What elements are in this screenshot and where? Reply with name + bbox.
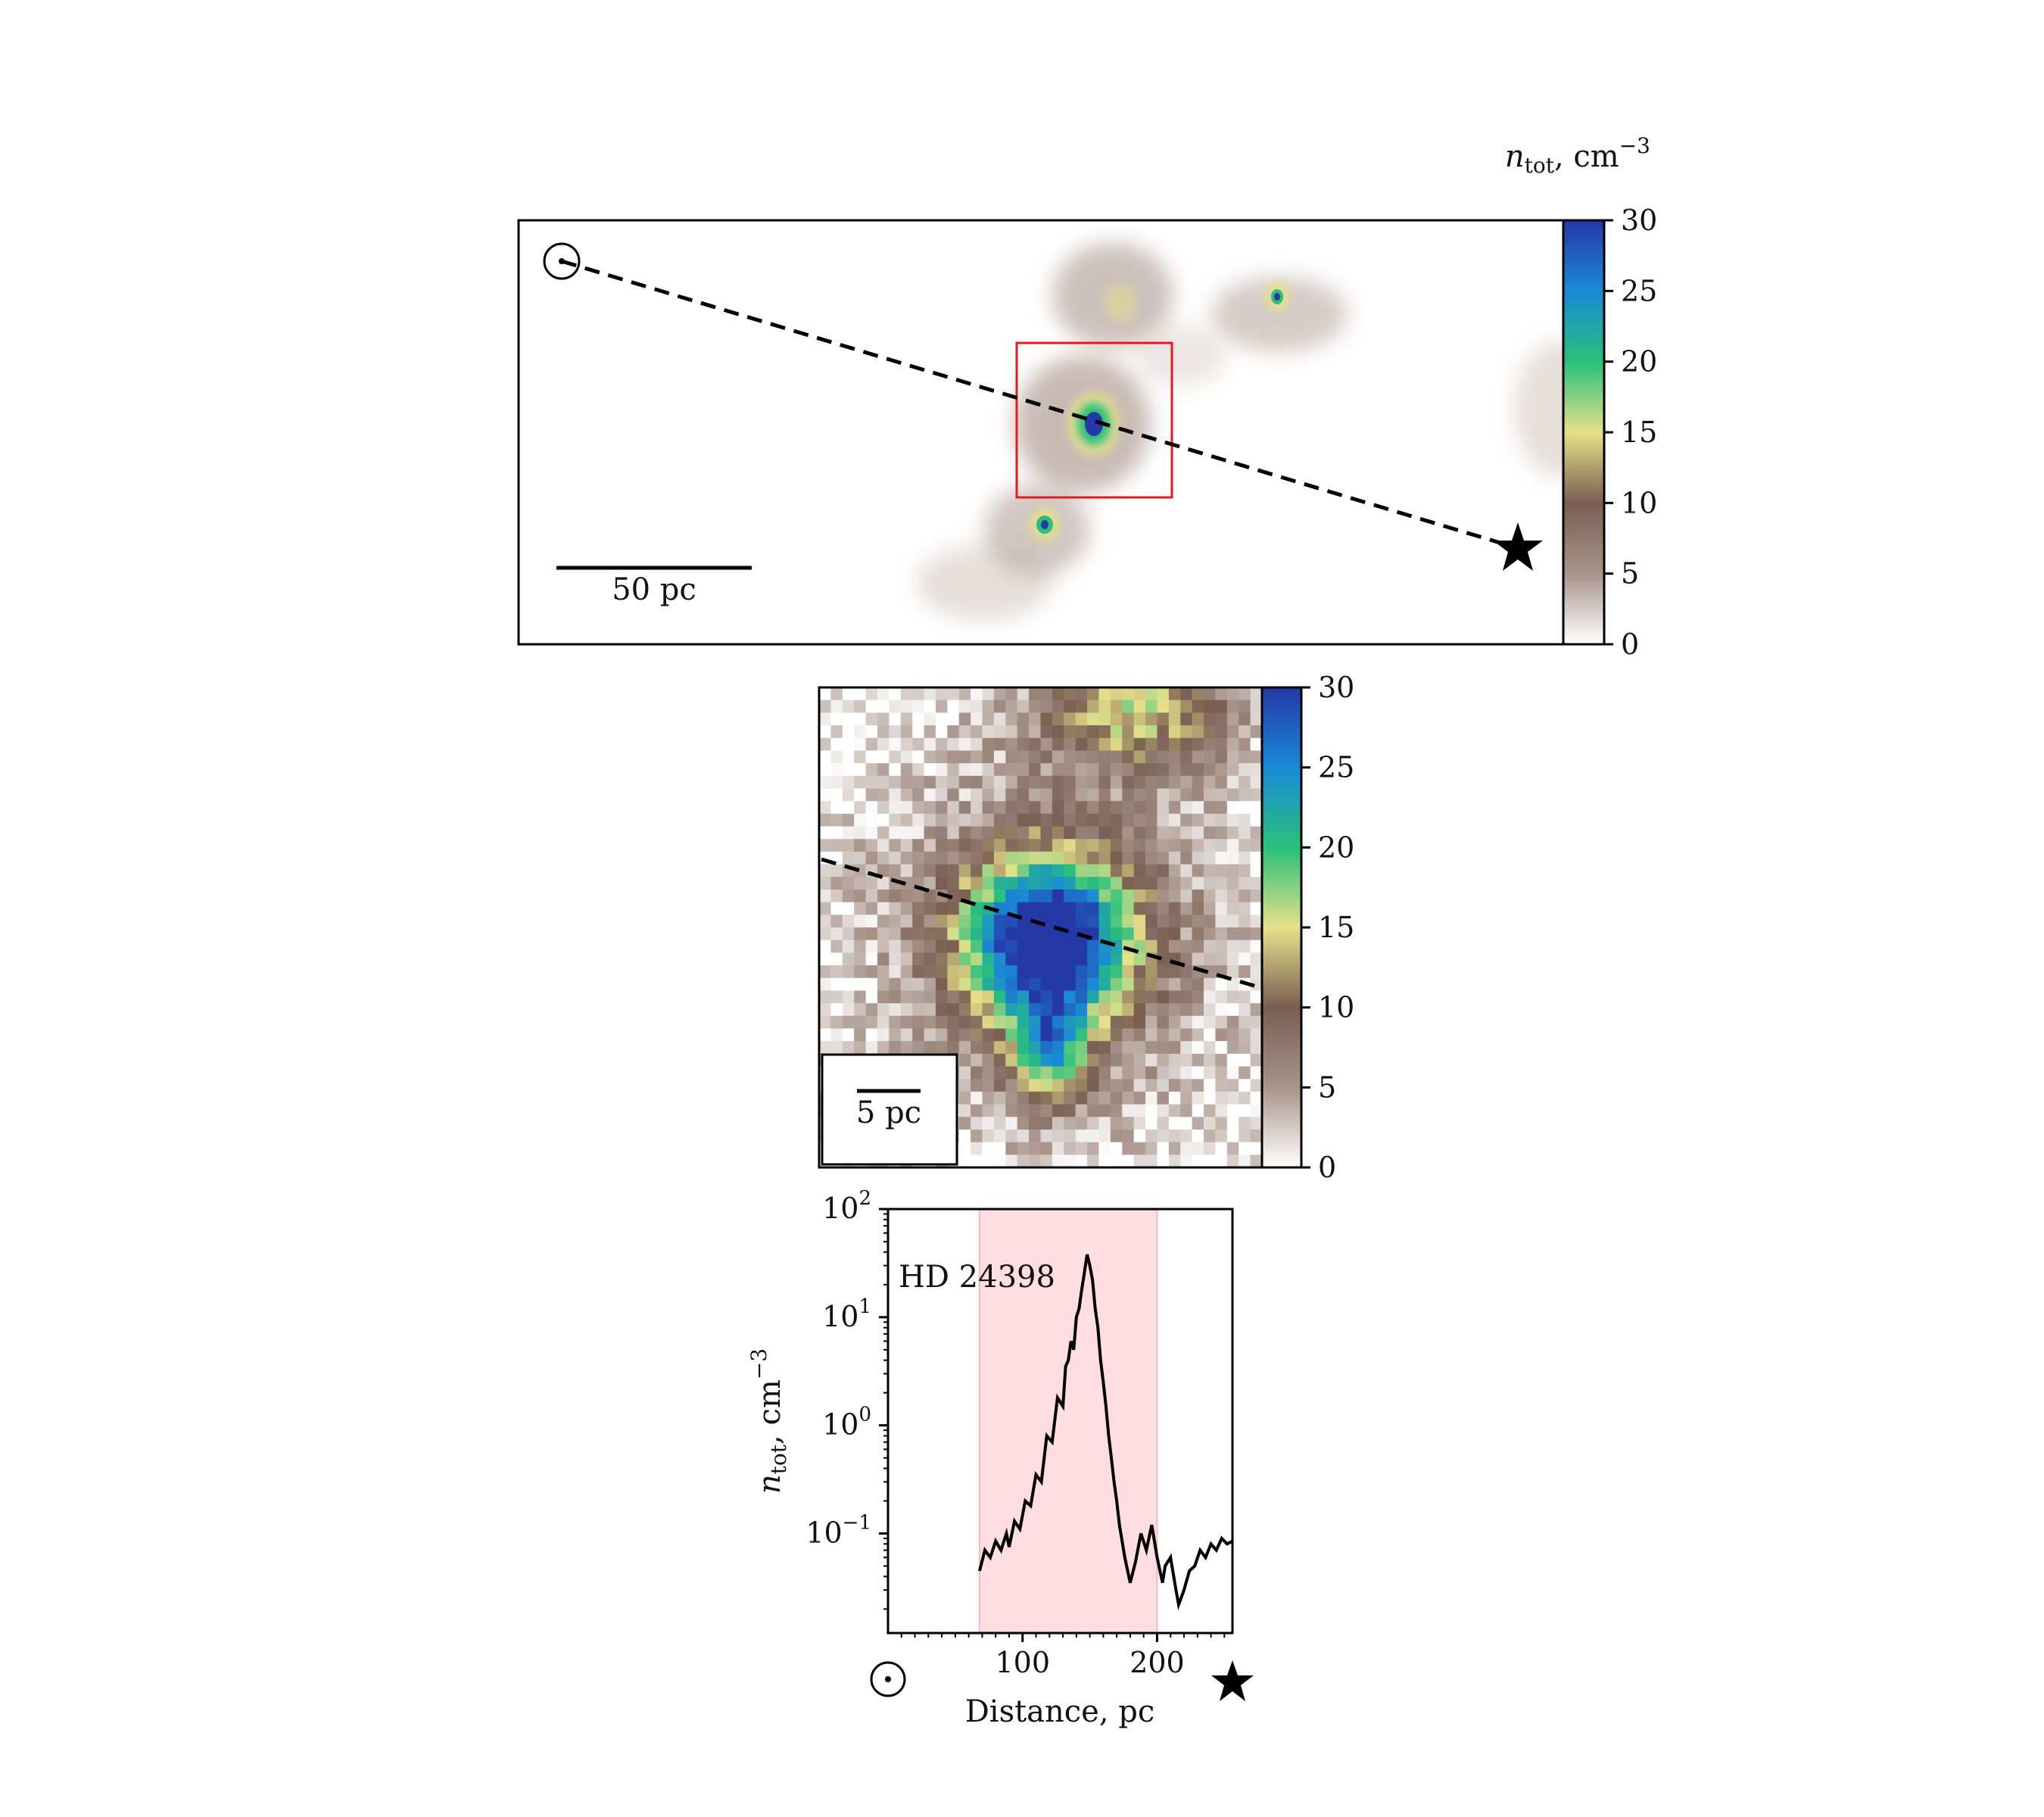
- colorbar-zoom: 0 5 10 15 20 25 30: [1260, 671, 1354, 1184]
- density-map-zoom: [819, 687, 1262, 1167]
- scale-bar-label-zoom: 5 pc: [856, 1095, 921, 1130]
- colorbar-ticks-zoom: 0 5 10 15 20 25 30: [1301, 671, 1354, 1184]
- panel-zoom: 5 pc 0 5 10 15 20 25 30: [818, 671, 1354, 1184]
- colorbar-tick-label: 5: [1318, 1071, 1336, 1104]
- colorbar-tick-label: 20: [1318, 831, 1354, 864]
- scale-bar-box: [821, 1053, 958, 1166]
- annotation-label: HD 24398: [899, 1260, 1055, 1295]
- colorbar-tick-label: 25: [1621, 274, 1657, 307]
- colorbar-tick-label: 15: [1621, 416, 1657, 449]
- colorbar-tick-label: 15: [1318, 911, 1354, 944]
- sun-symbol: [543, 242, 581, 280]
- density-map-top: [519, 220, 1563, 644]
- colorbar-tick-label: 10: [1621, 486, 1657, 519]
- highlight-span: [978, 1208, 1158, 1634]
- panel-top: 50 pc 0 5 10 15 20 25 30 ntot, cm−3: [517, 133, 1657, 661]
- x-tick-label: 200: [1129, 1646, 1185, 1679]
- star-symbol-axis: [1211, 1660, 1254, 1701]
- y-tick-label: 102: [822, 1187, 871, 1225]
- colorbar-label: ntot, cm−3: [1505, 133, 1650, 178]
- sightline-top: [561, 259, 1519, 550]
- colorbar-ticks-top: 0 5 10 15 20 25 30: [1604, 204, 1657, 661]
- x-tick-label: 100: [995, 1646, 1050, 1679]
- y-tick-label: 10−1: [805, 1511, 871, 1549]
- y-axis-label: ntot, cm−3: [746, 1348, 791, 1494]
- colorbar-tick-label: 30: [1318, 671, 1354, 704]
- series-line: [977, 1254, 1232, 1610]
- y-tick-label: 101: [822, 1295, 871, 1333]
- colorbar-tick-label: 30: [1621, 204, 1657, 237]
- panel-profile: 100 200 10−1 100 101 102 HD 24398 Distance, p…: [746, 1187, 1254, 1729]
- colorbar-tick-label: 10: [1318, 991, 1354, 1024]
- x-axis-label: Distance, pc: [965, 1694, 1155, 1729]
- zoom-box: [1015, 341, 1173, 499]
- sun-symbol-axis: [870, 1661, 906, 1697]
- colorbar-tick-label: 20: [1621, 345, 1657, 379]
- colorbar-tick-label: 25: [1318, 751, 1354, 784]
- sightline-zoom: [821, 857, 1263, 990]
- scale-bar-label-top: 50 pc: [612, 572, 696, 607]
- profile-ticks: 100 200 10−1 100 101 102: [805, 1187, 1226, 1679]
- colorbar-top: 0 5 10 15 20 25 30: [1562, 204, 1657, 661]
- colorbar-tick-label: 0: [1621, 628, 1639, 661]
- colorbar-tick-label: 0: [1318, 1151, 1336, 1184]
- y-tick-label: 100: [822, 1404, 871, 1441]
- colorbar-tick-label: 5: [1621, 557, 1639, 591]
- star-symbol: [1493, 522, 1543, 571]
- frame-profile: [886, 1208, 1234, 1635]
